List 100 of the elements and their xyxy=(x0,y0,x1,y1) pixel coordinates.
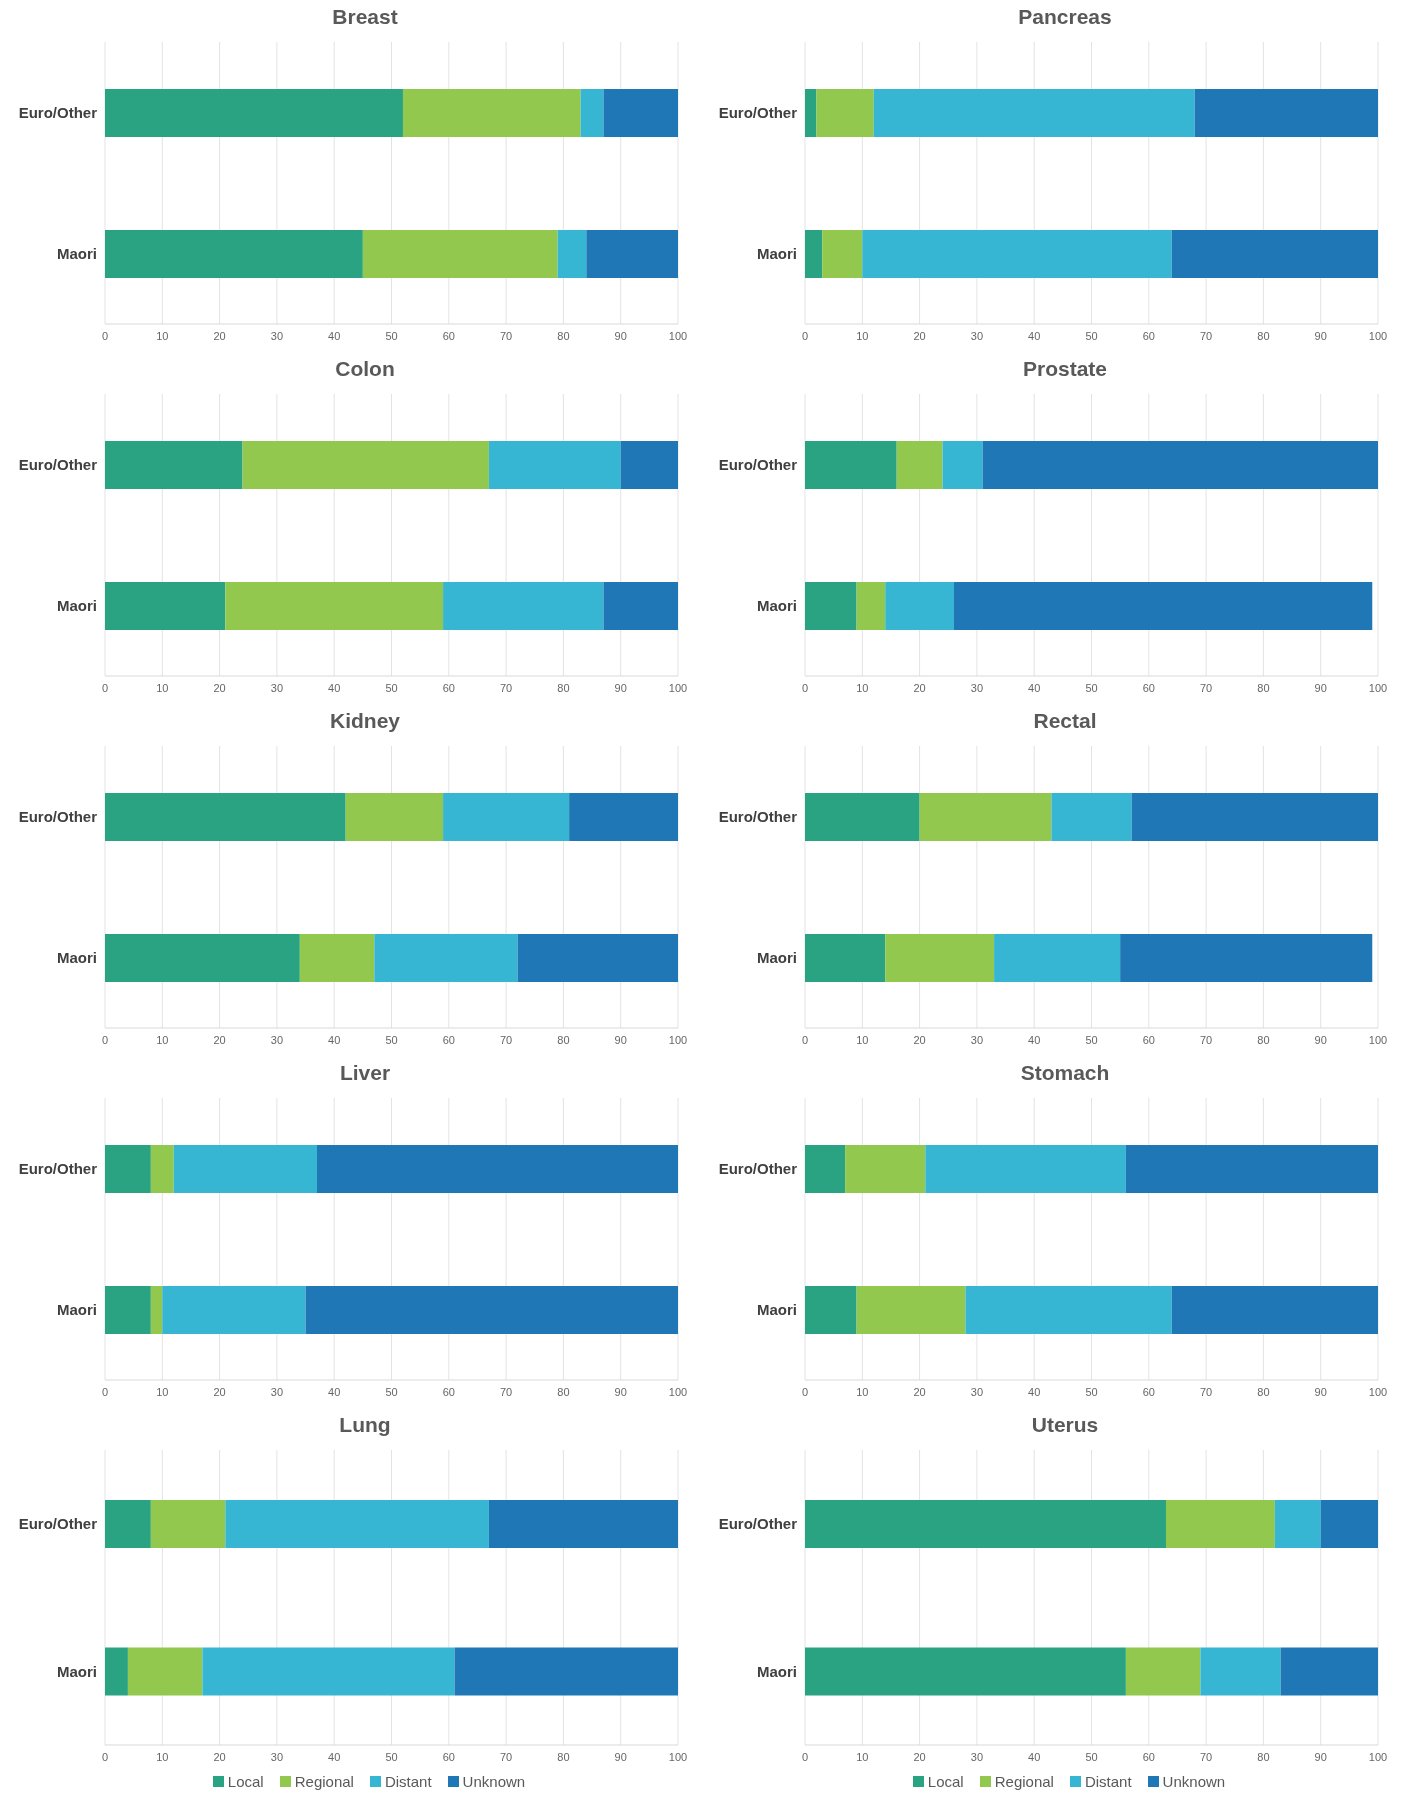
bar xyxy=(1171,1286,1378,1334)
x-tick-label: 100 xyxy=(1368,1385,1388,1398)
x-tick-label: 100 xyxy=(668,1033,688,1046)
bar xyxy=(805,793,920,841)
bar xyxy=(1280,1647,1378,1696)
bar xyxy=(317,1145,678,1193)
bar xyxy=(816,89,874,137)
x-tick-label: 0 xyxy=(101,1385,109,1398)
y-tick-label: Euro/Other xyxy=(18,1515,98,1533)
bar xyxy=(805,1500,1166,1548)
x-tick-label: 40 xyxy=(328,1033,341,1046)
x-tick-label: 80 xyxy=(557,329,570,342)
x-tick-label: 20 xyxy=(913,1750,926,1763)
bar xyxy=(454,1647,678,1696)
x-tick-label: 40 xyxy=(328,329,341,342)
x-tick-label: 60 xyxy=(1142,329,1155,342)
bar xyxy=(305,1286,678,1334)
x-tick-label: 0 xyxy=(101,1750,109,1763)
bar xyxy=(885,582,954,630)
x-tick-label: 10 xyxy=(156,1385,169,1398)
x-tick-label: 50 xyxy=(1085,681,1098,694)
bar xyxy=(586,230,678,278)
bar xyxy=(242,441,489,489)
x-tick-label: 0 xyxy=(101,329,109,342)
bar xyxy=(202,1647,455,1696)
y-tick-label: Euro/Other xyxy=(718,103,798,121)
bar xyxy=(105,1647,128,1696)
x-tick-label: 80 xyxy=(1257,329,1270,342)
bar xyxy=(1171,230,1378,278)
x-tick-label: 0 xyxy=(801,1385,809,1398)
y-tick-label: Euro/Other xyxy=(718,1515,798,1533)
x-tick-label: 70 xyxy=(1199,1750,1213,1763)
x-tick-label: 80 xyxy=(1257,1750,1270,1763)
x-tick-label: 100 xyxy=(668,1750,688,1763)
x-tick-label: 50 xyxy=(1085,1385,1098,1398)
bar xyxy=(822,230,863,278)
bar xyxy=(805,1647,1126,1696)
legend-label: Distant xyxy=(384,1773,432,1790)
legend-label: Local xyxy=(227,1773,264,1790)
x-tick-label: 50 xyxy=(1085,329,1098,342)
x-tick-label: 30 xyxy=(270,329,284,342)
x-tick-label: 10 xyxy=(156,1033,169,1046)
x-tick-label: 0 xyxy=(801,329,809,342)
bar xyxy=(1274,1500,1321,1548)
bar xyxy=(1200,1647,1281,1696)
y-tick-label: Maori xyxy=(756,244,797,262)
bar xyxy=(1120,934,1373,982)
x-tick-label: 60 xyxy=(1142,1385,1155,1398)
bar xyxy=(569,793,678,841)
bar xyxy=(994,934,1121,982)
x-tick-label: 0 xyxy=(801,1033,809,1046)
chart-title: Lung xyxy=(338,1412,392,1438)
x-tick-label: 70 xyxy=(1199,1033,1213,1046)
x-tick-label: 10 xyxy=(856,329,869,342)
x-tick-label: 30 xyxy=(970,681,984,694)
x-tick-label: 50 xyxy=(1085,1750,1098,1763)
y-tick-label: Maori xyxy=(56,596,97,614)
bar xyxy=(862,230,1172,278)
y-tick-label: Maori xyxy=(756,596,797,614)
bar xyxy=(105,1286,151,1334)
y-tick-label: Maori xyxy=(56,244,97,262)
bar xyxy=(873,89,1195,137)
x-tick-label: 50 xyxy=(1085,1033,1098,1046)
x-tick-label: 100 xyxy=(1368,1750,1388,1763)
x-tick-label: 80 xyxy=(557,1033,570,1046)
x-tick-label: 10 xyxy=(156,329,169,342)
y-tick-label: Maori xyxy=(56,1662,97,1680)
x-tick-label: 90 xyxy=(1314,1750,1327,1763)
x-tick-label: 90 xyxy=(1314,329,1327,342)
legend-label: Regional xyxy=(294,1773,354,1790)
x-tick-label: 90 xyxy=(614,681,627,694)
x-tick-label: 0 xyxy=(801,681,809,694)
x-tick-label: 20 xyxy=(913,1385,926,1398)
bar xyxy=(362,230,558,278)
bar xyxy=(105,1500,151,1548)
bar xyxy=(225,1500,489,1548)
x-tick-label: 20 xyxy=(213,681,226,694)
x-tick-label: 40 xyxy=(328,1385,341,1398)
bar xyxy=(620,441,678,489)
x-tick-label: 40 xyxy=(1028,1033,1041,1046)
x-tick-label: 100 xyxy=(668,1385,688,1398)
bar xyxy=(127,1647,203,1696)
x-tick-label: 30 xyxy=(270,1750,284,1763)
bar xyxy=(805,441,897,489)
chart-title: Prostate xyxy=(1022,356,1108,382)
chart-title: Liver xyxy=(338,1060,392,1086)
x-tick-label: 10 xyxy=(156,1750,169,1763)
bar xyxy=(150,1500,226,1548)
x-tick-label: 60 xyxy=(1142,1750,1155,1763)
x-tick-label: 60 xyxy=(1142,681,1155,694)
x-tick-label: 70 xyxy=(1199,1385,1213,1398)
x-tick-label: 30 xyxy=(970,329,984,342)
bar xyxy=(805,1286,857,1334)
bar xyxy=(1125,1145,1378,1193)
legend-label: Distant xyxy=(1084,1773,1132,1790)
x-tick-label: 20 xyxy=(913,681,926,694)
bar xyxy=(345,793,444,841)
x-tick-label: 50 xyxy=(385,329,398,342)
x-tick-label: 10 xyxy=(856,1033,869,1046)
legend-label: Regional xyxy=(994,1773,1054,1790)
